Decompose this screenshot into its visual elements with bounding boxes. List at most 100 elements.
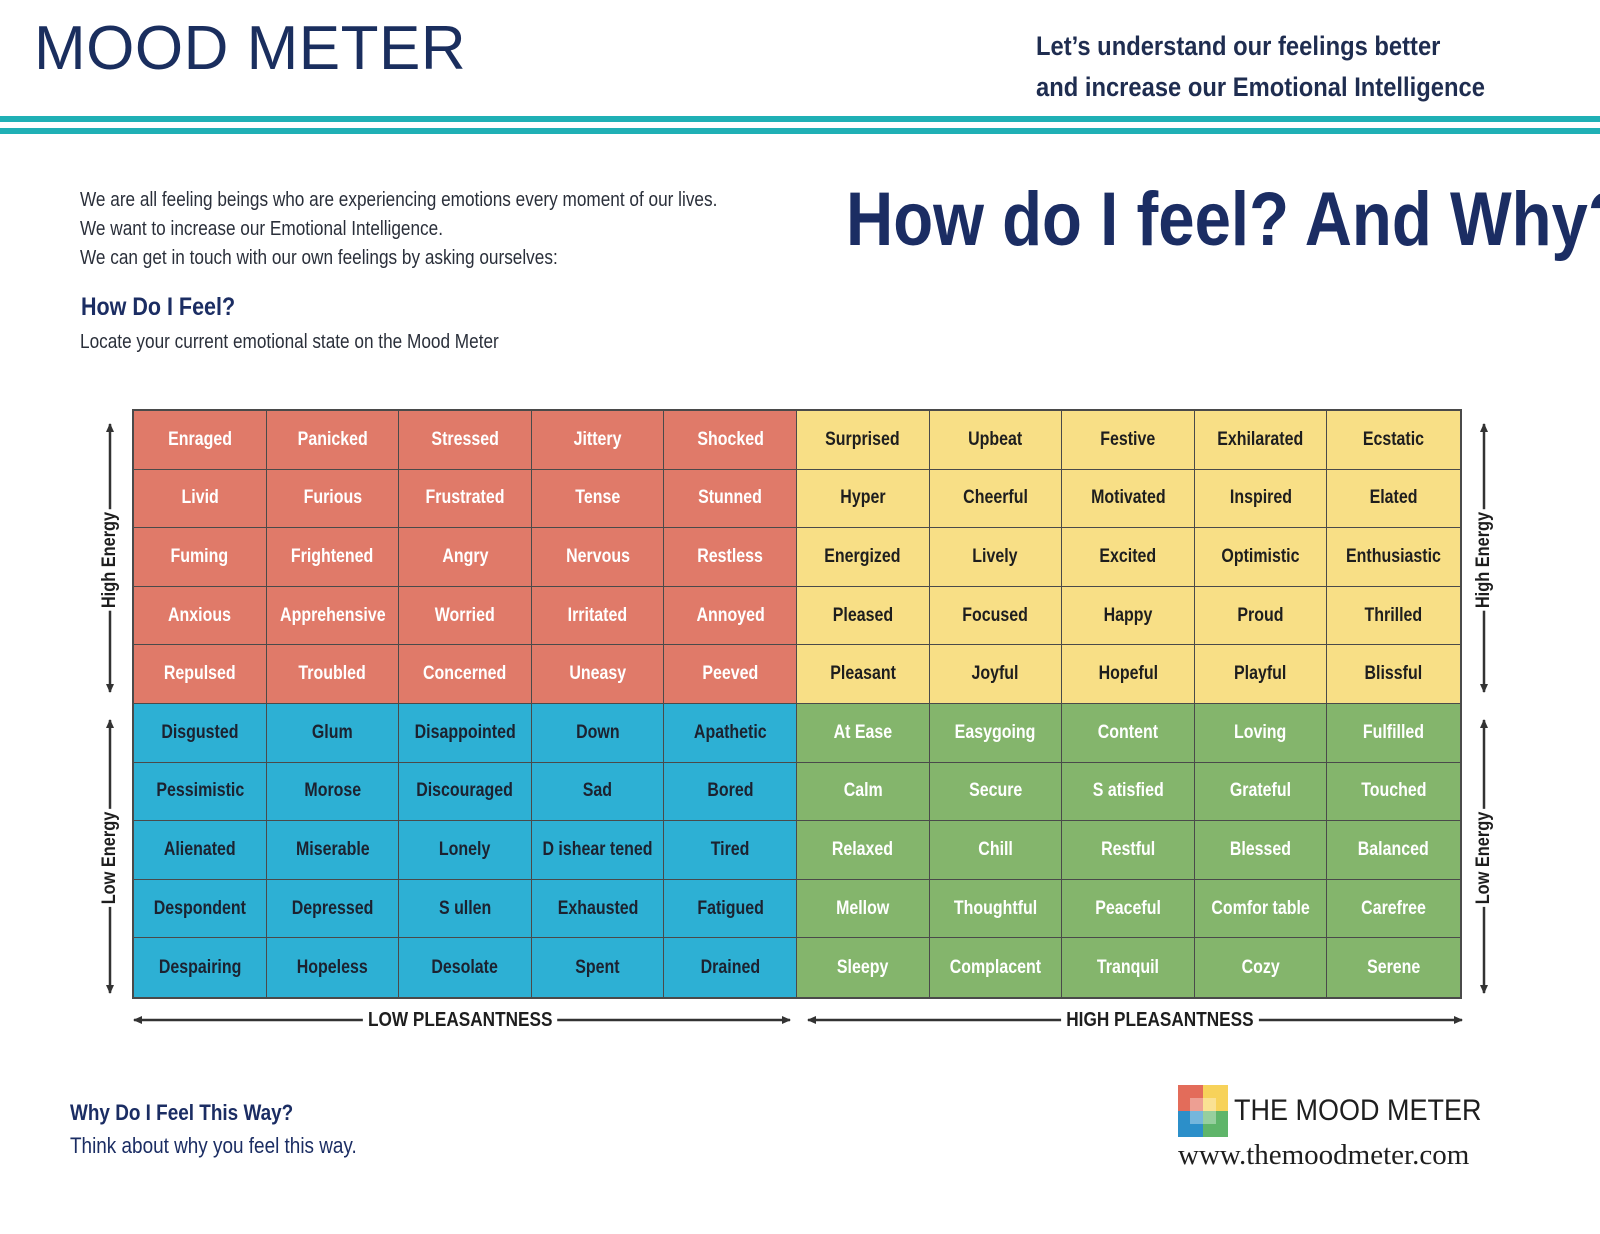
mood-word: Glum	[311, 721, 353, 743]
mood-cell: Worried	[399, 586, 532, 646]
mood-word: Despairing	[158, 956, 242, 978]
mood-cell: Lively	[929, 528, 1063, 587]
mood-word: Down	[575, 721, 620, 743]
mood-cell: Chill	[929, 821, 1063, 880]
mood-cell: Playful	[1194, 645, 1328, 704]
mood-word: Excited	[1099, 545, 1157, 567]
mood-cell: Disappointed	[399, 703, 532, 763]
mood-word: Concerned	[423, 663, 507, 685]
mood-cell: Apprehensive	[266, 586, 400, 646]
mood-word: Apprehensive	[279, 604, 386, 626]
mood-cell: Fuming	[134, 528, 267, 587]
mood-cell: At Ease	[797, 703, 930, 763]
intro-line-2: We want to increase our Emotional Intell…	[80, 218, 444, 240]
mood-cell: Surprised	[797, 411, 930, 470]
mood-word: Lively	[972, 545, 1019, 567]
logo-name: THE MOOD METER	[1234, 1094, 1482, 1127]
mood-cell: Blissful	[1327, 645, 1460, 704]
mood-cell: Apathetic	[664, 703, 797, 763]
mood-cell: Panicked	[266, 411, 400, 470]
tagline-line-1: Let’s understand our feelings better	[1036, 31, 1441, 61]
mood-word: Thoughtful	[953, 897, 1038, 919]
mood-cell: Touched	[1327, 762, 1460, 822]
mood-cell: Concerned	[399, 645, 532, 704]
mood-cell: S atisfied	[1062, 762, 1195, 822]
mood-cell: Content	[1062, 703, 1195, 763]
mood-cell: Enthusiastic	[1327, 528, 1460, 587]
mood-cell: Balanced	[1327, 821, 1460, 880]
mood-word: Morose	[304, 780, 361, 802]
mood-cell: Carefree	[1327, 879, 1460, 939]
mood-cell: Enraged	[134, 411, 267, 470]
mood-word: Focused	[962, 604, 1029, 626]
mood-cell: Despairing	[134, 938, 267, 997]
mood-word: Balanced	[1358, 838, 1430, 860]
mood-cell: Discouraged	[399, 762, 532, 822]
mood-word: Apathetic	[693, 721, 767, 743]
mood-cell: Relaxed	[797, 821, 930, 880]
mood-cell: Energized	[797, 528, 930, 587]
mood-cell: Frightened	[266, 528, 400, 587]
mood-cell: Lonely	[399, 821, 532, 880]
tagline: Let’s understand our feelings better and…	[1036, 26, 1511, 108]
mood-cell: Joyful	[929, 645, 1063, 704]
mood-cell: Exhilarated	[1194, 411, 1328, 470]
mood-cell: Morose	[266, 762, 400, 822]
mood-word: Easygoing	[955, 721, 1036, 743]
mood-cell: Repulsed	[134, 645, 267, 704]
mood-cell: Proud	[1194, 586, 1328, 646]
mood-word: Discouraged	[416, 780, 514, 802]
mood-word: D ishear tened	[542, 838, 653, 860]
mood-cell: Ecstatic	[1327, 411, 1460, 470]
mood-word: Restless	[697, 545, 764, 567]
mood-cell: Peaceful	[1062, 879, 1195, 939]
mood-cell: Annoyed	[664, 586, 797, 646]
mood-cell: Hyper	[797, 469, 930, 529]
mood-word: Miserable	[295, 838, 370, 860]
mood-cell: Jittery	[531, 411, 665, 470]
mood-word: Repulsed	[163, 663, 236, 685]
mood-cell: Pessimistic	[134, 762, 267, 822]
mood-cell: Tense	[531, 469, 665, 529]
mood-word: Serene	[1367, 956, 1421, 978]
mood-word: Relaxed	[832, 838, 894, 860]
mood-word: Frightened	[291, 545, 374, 567]
mood-word: Drained	[700, 956, 760, 978]
mood-word: Annoyed	[696, 604, 765, 626]
mood-word: Content	[1097, 721, 1159, 743]
mood-word: Pleasant	[829, 663, 896, 685]
mood-cell: Sleepy	[797, 938, 930, 997]
mood-cell: Mellow	[797, 879, 930, 939]
mood-word: Uneasy	[569, 663, 626, 685]
mood-word: Lonely	[439, 838, 491, 860]
mood-cell: Glum	[266, 703, 400, 763]
mood-cell: Alienated	[134, 821, 267, 880]
mood-word: Enraged	[167, 428, 232, 450]
mood-word: Furious	[303, 487, 362, 509]
mood-word: Happy	[1103, 604, 1153, 626]
mood-cell: Peeved	[664, 645, 797, 704]
mood-cell: Festive	[1062, 411, 1195, 470]
mood-word: Anxious	[168, 604, 232, 626]
left-high-energy-label: High Energy	[99, 509, 121, 611]
mood-word: Surprised	[825, 428, 901, 450]
left-low-energy-label: Low Energy	[99, 809, 121, 907]
mood-word: Pessimistic	[155, 780, 244, 802]
mood-cell: Sad	[531, 762, 665, 822]
mood-word: Despondent	[153, 897, 246, 919]
mood-cell: Troubled	[266, 645, 400, 704]
mood-cell: Excited	[1062, 528, 1195, 587]
mood-cell: Inspired	[1194, 469, 1328, 529]
mood-word: Sleepy	[837, 956, 889, 978]
mood-cell: Cheerful	[929, 469, 1063, 529]
mood-cell: Angry	[399, 528, 532, 587]
mood-cell: Anxious	[134, 586, 267, 646]
intro-text: We are all feeling beings who are experi…	[80, 186, 717, 273]
headline: How do I feel? And Why?	[846, 177, 1600, 262]
mood-word: Jittery	[573, 428, 622, 450]
mood-cell: Blessed	[1194, 821, 1328, 880]
high-pleasantness-label: HIGH PLEASANTNESS	[1061, 1008, 1259, 1032]
mood-cell: Desolate	[399, 938, 532, 997]
mood-cell: Pleased	[797, 586, 930, 646]
mood-word: Thrilled	[1364, 604, 1423, 626]
